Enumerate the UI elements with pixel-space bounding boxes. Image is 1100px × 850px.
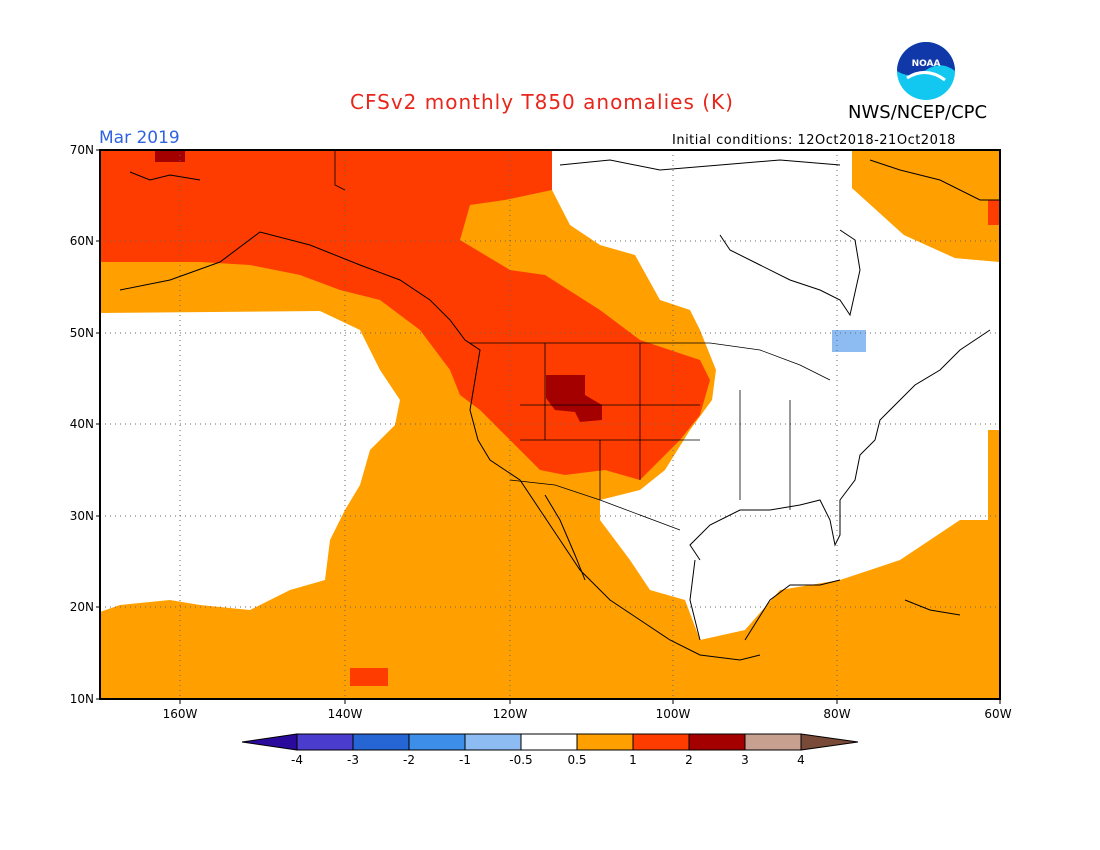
colorbar-label: 2 (685, 753, 693, 767)
colorbar-label: -0.5 (509, 753, 532, 767)
lat-tick-label: 10N (70, 692, 94, 706)
lat-tick-label: 70N (70, 143, 94, 157)
colorbar-label: 3 (741, 753, 749, 767)
coastlines (119, 159, 1000, 661)
colorbar (241, 733, 859, 751)
anomaly-region-east-canada (852, 150, 1000, 262)
colorbar-swatch (464, 733, 522, 751)
anomaly-region-2-3 (546, 375, 602, 422)
colorbar-label: -3 (347, 753, 359, 767)
neutral-region-east (552, 150, 1000, 640)
colorbar-label: -1 (459, 753, 471, 767)
colorbar-label: 4 (797, 753, 805, 767)
colorbar-swatch (408, 733, 466, 751)
colorbar-swatch (744, 733, 802, 751)
colorbar-label: 0.5 (567, 753, 586, 767)
political-borders (334, 150, 831, 531)
initial-conditions-label: Initial conditions: 12Oct2018-21Oct2018 (672, 133, 956, 148)
lat-tick-label: 50N (70, 326, 94, 340)
colorbar-label: -4 (291, 753, 303, 767)
lon-tick-label: 80W (823, 707, 850, 721)
map-title: CFSv2 monthly T850 anomalies (K) (350, 90, 734, 114)
colorbar-label: -2 (403, 753, 415, 767)
colorbar-swatch (352, 733, 410, 751)
lon-tick-label: 140W (328, 707, 363, 721)
colorbar-swatch (632, 733, 690, 751)
colorbar-swatch (520, 733, 578, 751)
colorbar-arrow-right (800, 733, 859, 751)
noaa-logo-icon: NOAA (897, 42, 955, 100)
lon-tick-label: 120W (493, 707, 528, 721)
noaa-logo-text: NOAA (912, 59, 941, 69)
colorbar-swatch (688, 733, 746, 751)
hot-patch-pacific (350, 668, 388, 686)
colorbar-swatch (576, 733, 634, 751)
lat-tick-label: 60N (70, 234, 94, 248)
lat-tick-label: 30N (70, 509, 94, 523)
gridlines (100, 150, 1000, 699)
negative-patch-hudson (832, 330, 866, 352)
lon-tick-label: 100W (656, 707, 691, 721)
colorbar-label: 1 (629, 753, 637, 767)
neutral-region-pacific (100, 311, 400, 612)
lat-tick-label: 20N (70, 600, 94, 614)
valid-month-label: Mar 2019 (99, 128, 180, 148)
lon-tick-label: 160W (163, 707, 198, 721)
anomaly-region-2-3-north (155, 150, 185, 162)
agency-label: NWS/NCEP/CPC (848, 102, 988, 123)
lat-tick-label: 40N (70, 417, 94, 431)
colorbar-swatch (296, 733, 354, 751)
colorbar-arrow-left (241, 733, 298, 751)
anomaly-region-east-canada-hot (988, 200, 1000, 225)
lon-tick-label: 60W (984, 707, 1011, 721)
